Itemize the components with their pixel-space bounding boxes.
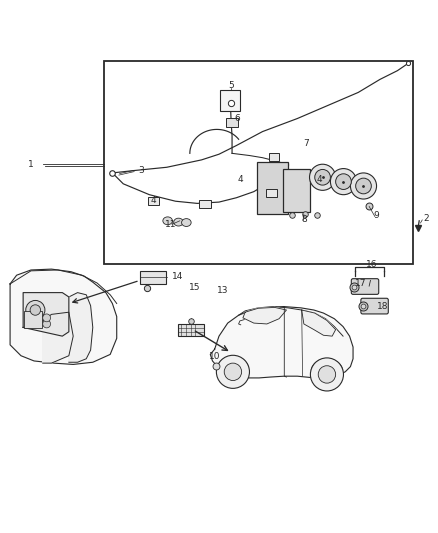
Polygon shape <box>302 310 336 336</box>
Text: 3: 3 <box>138 166 144 175</box>
Text: 14: 14 <box>173 272 184 281</box>
Bar <box>220 90 240 111</box>
Text: 6: 6 <box>235 114 240 123</box>
Text: 10: 10 <box>209 352 220 361</box>
Polygon shape <box>210 306 353 378</box>
Text: 1: 1 <box>28 160 34 169</box>
Text: 4: 4 <box>151 196 156 205</box>
Circle shape <box>43 314 50 322</box>
Bar <box>199 200 211 208</box>
Text: 7: 7 <box>303 139 309 148</box>
Circle shape <box>224 363 242 381</box>
FancyBboxPatch shape <box>351 279 379 294</box>
Circle shape <box>30 305 41 315</box>
Text: 18: 18 <box>377 302 389 311</box>
Polygon shape <box>243 308 286 324</box>
Text: 4: 4 <box>316 175 322 184</box>
Polygon shape <box>23 293 69 336</box>
Bar <box>265 189 277 197</box>
Text: 2: 2 <box>423 214 428 223</box>
Bar <box>178 324 204 336</box>
Bar <box>283 168 310 212</box>
Circle shape <box>43 320 50 328</box>
Text: 17: 17 <box>355 279 367 288</box>
Circle shape <box>310 164 336 190</box>
Circle shape <box>356 178 371 194</box>
Circle shape <box>330 168 357 195</box>
Circle shape <box>26 301 45 320</box>
Text: 8: 8 <box>301 215 307 224</box>
Circle shape <box>350 173 377 199</box>
Polygon shape <box>69 293 93 362</box>
FancyBboxPatch shape <box>361 298 389 314</box>
Bar <box>148 197 159 205</box>
Text: 16: 16 <box>366 260 377 269</box>
Text: 11: 11 <box>165 220 176 229</box>
Bar <box>269 153 279 161</box>
Bar <box>140 271 166 284</box>
Bar <box>25 311 42 328</box>
Circle shape <box>318 366 336 383</box>
Text: 5: 5 <box>228 80 233 90</box>
Ellipse shape <box>174 218 184 226</box>
Polygon shape <box>10 269 117 365</box>
Bar <box>104 61 413 264</box>
Ellipse shape <box>163 217 173 225</box>
Ellipse shape <box>182 219 191 227</box>
Text: 15: 15 <box>189 284 200 292</box>
Bar <box>226 118 238 127</box>
Text: 13: 13 <box>217 286 228 295</box>
Circle shape <box>311 358 343 391</box>
Polygon shape <box>43 312 73 363</box>
Circle shape <box>315 169 330 185</box>
Circle shape <box>216 356 250 389</box>
Text: 9: 9 <box>374 211 379 220</box>
Text: 4: 4 <box>237 175 243 184</box>
Bar <box>257 162 288 214</box>
Circle shape <box>336 174 351 189</box>
